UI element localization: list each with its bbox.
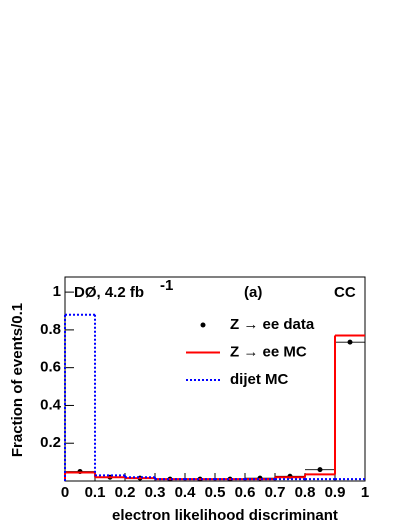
x-tick-label: 1 (361, 484, 369, 501)
x-tick-label: 0.2 (115, 484, 136, 501)
x-tick-label: 0.6 (235, 484, 256, 501)
y-tick-label: 0.4 (40, 396, 62, 413)
region-label: CC (334, 284, 356, 301)
y-tick-label: 0.8 (40, 321, 61, 338)
x-tick-label: 0.3 (145, 484, 166, 501)
data-point (347, 339, 353, 345)
panel-label: (a) (244, 284, 262, 301)
x-tick-label: 0 (61, 484, 69, 501)
legend-label: Z → ee MC (230, 343, 307, 360)
x-tick-label: 0.7 (265, 484, 286, 501)
y-tick-label: 0.6 (40, 359, 61, 376)
experiment-label: DØ, 4.2 fb (74, 284, 144, 301)
x-tick-label: 0.8 (295, 484, 316, 501)
legend-label: dijet MC (230, 371, 288, 388)
data-point (317, 467, 323, 473)
x-tick-label: 0.4 (175, 484, 197, 501)
x-axis-label: electron likelihood discriminant (112, 507, 338, 524)
lumi-exponent: -1 (160, 277, 173, 294)
legend-label: Z → ee data (230, 316, 315, 333)
y-tick-label: 1 (53, 283, 61, 300)
y-tick-label: 0.2 (40, 434, 61, 451)
x-tick-label: 0.5 (205, 484, 226, 501)
y-axis-label: Fraction of events/0.1 (9, 303, 26, 457)
x-tick-label: 0.1 (85, 484, 106, 501)
x-tick-label: 0.9 (325, 484, 346, 501)
legend-marker (200, 322, 206, 328)
